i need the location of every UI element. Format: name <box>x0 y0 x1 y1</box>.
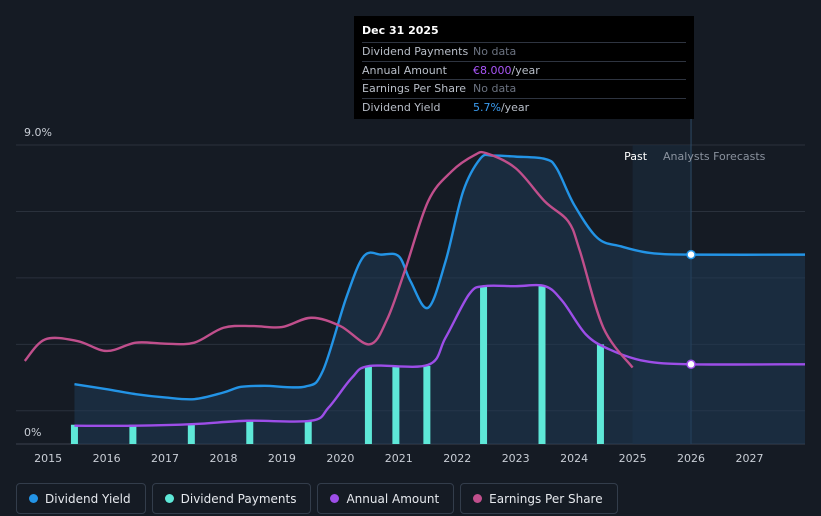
earnings-per-share-line <box>23 150 634 369</box>
chart-legend: Dividend Yield Dividend Payments Annual Am… <box>16 483 618 514</box>
dividend-payment-bar <box>364 365 372 444</box>
x-tick-label: 2026 <box>677 452 705 465</box>
forecast-marker <box>686 359 696 370</box>
tooltip-value-text: €8.000 <box>473 63 512 77</box>
x-tick-label: 2020 <box>326 452 354 465</box>
tooltip-row-label: Annual Amount <box>362 63 447 77</box>
dividend-payment-bar <box>304 420 312 444</box>
x-tick-label: 2022 <box>443 452 471 465</box>
forecast-label: Analysts Forecasts <box>663 150 766 163</box>
tooltip-row: Earnings Per Share No data <box>362 79 686 98</box>
legend-label: Annual Amount <box>346 491 440 506</box>
y-tick-label-top: 9.0% <box>24 126 52 139</box>
legend-item-annual-amount[interactable]: Annual Amount <box>317 483 455 514</box>
past-label: Past <box>624 150 648 163</box>
dividend-payment-bar <box>480 286 488 444</box>
x-tick-label: 2015 <box>34 452 62 465</box>
tooltip-date: Dec 31 2025 <box>362 24 439 37</box>
dividend-payment-bar <box>423 365 431 444</box>
tooltip-row-value: No data <box>473 82 516 95</box>
tooltip-row-label: Earnings Per Share <box>362 82 467 96</box>
dividend-chart: Past Analysts Forecasts 2015 2016 2017 2018 2… <box>16 119 806 465</box>
legend-label: Dividend Payments <box>180 491 297 506</box>
tooltip-row-value: 5.7%/year <box>473 101 529 114</box>
tooltip-value-text: No data <box>473 82 517 96</box>
legend-label: Earnings Per Share <box>489 491 603 506</box>
legend-label: Dividend Yield <box>45 491 131 506</box>
tooltip-row-value: No data <box>473 45 516 58</box>
dividend-payment-bar <box>538 286 546 444</box>
dividend-payment-bar <box>392 365 400 444</box>
dividend-payment-bar <box>596 344 604 444</box>
tooltip-value-unit: /year <box>511 63 540 77</box>
chart-tooltip: Dec 31 2025 Dividend Payments No data Annu… <box>354 16 694 119</box>
x-tick-label: 2019 <box>268 452 296 465</box>
annual-amount-line <box>74 283 806 428</box>
tooltip-value-unit: /year <box>500 100 530 114</box>
tooltip-row: Dividend Payments No data <box>362 42 686 61</box>
y-tick-label-bottom: 0% <box>24 426 41 439</box>
dividend-payment-bar <box>129 424 137 444</box>
dividend-payment-bar <box>246 420 254 444</box>
dividend-yield-area <box>74 154 805 444</box>
legend-dot-icon <box>164 494 174 503</box>
tooltip-row-value: €8.000/year <box>473 64 540 77</box>
tooltip-row-label: Dividend Payments <box>362 45 469 59</box>
x-tick-label: 2025 <box>619 452 647 465</box>
legend-item-dividend-yield[interactable]: Dividend Yield <box>16 483 146 514</box>
x-tick-label: 2017 <box>151 452 179 465</box>
legend-dot-icon <box>29 494 38 503</box>
tooltip-value-text: No data <box>473 45 517 59</box>
x-tick-label: 2027 <box>735 452 763 465</box>
tooltip-row: Dividend Yield 5.7%/year <box>362 97 686 117</box>
dividend-yield-line <box>74 153 806 401</box>
tooltip-row-label: Dividend Yield <box>362 100 441 114</box>
forecast-marker <box>686 249 696 260</box>
legend-item-dividend-payments[interactable]: Dividend Payments <box>151 483 312 514</box>
legend-item-earnings-per-share[interactable]: Earnings Per Share <box>460 483 618 514</box>
tooltip-value-text: 5.7% <box>473 100 501 114</box>
legend-dot-icon <box>473 494 483 503</box>
legend-dot-icon <box>330 494 340 503</box>
x-tick-label: 2021 <box>385 452 413 465</box>
dividend-payment-bar <box>70 424 78 444</box>
x-tick-label: 2018 <box>209 452 237 465</box>
x-tick-label: 2016 <box>93 452 121 465</box>
x-tick-label: 2024 <box>560 452 588 465</box>
dividend-payment-bar <box>187 424 195 444</box>
x-tick-label: 2023 <box>502 452 530 465</box>
tooltip-row: Annual Amount €8.000/year <box>362 60 686 80</box>
